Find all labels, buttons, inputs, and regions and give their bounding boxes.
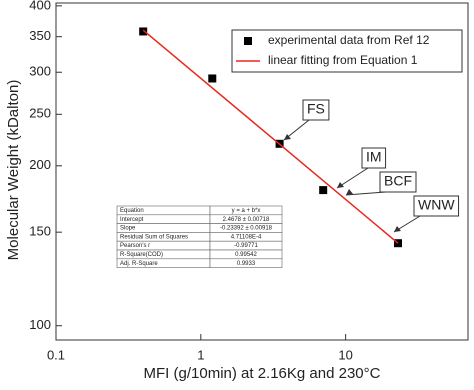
table-text: y = a + b*x bbox=[232, 208, 261, 214]
table-text: 0.99542 bbox=[235, 252, 257, 258]
annotation-arrow bbox=[345, 191, 387, 196]
table-text: -0.23392 ± 0.00918 bbox=[220, 226, 273, 232]
table-text: R-Square(COD) bbox=[120, 252, 163, 258]
table-text: Adj. R-Square bbox=[120, 261, 158, 267]
annotation-label: BCF bbox=[384, 173, 412, 189]
arrow-head bbox=[284, 134, 291, 140]
data-point bbox=[208, 74, 217, 83]
table-text: 2.4678 ± 0.00718 bbox=[223, 217, 270, 223]
table-text: 0.9933 bbox=[237, 261, 256, 267]
table-text: Residual Sum of Squares bbox=[120, 234, 188, 240]
legend-box bbox=[231, 29, 463, 73]
legend-marker bbox=[244, 37, 252, 45]
y-axis-label: Molecular Weight (kDalton) bbox=[5, 80, 22, 261]
table-text: 4.71108E-4 bbox=[231, 234, 262, 240]
y-tick-label: 300 bbox=[29, 64, 51, 79]
y-tick-label: 150 bbox=[29, 224, 51, 239]
table-text: Pearson's r bbox=[120, 243, 150, 249]
table-text: Equation bbox=[120, 208, 144, 214]
data-point bbox=[139, 27, 148, 36]
annotation-label: IM bbox=[366, 149, 382, 165]
y-tick-label: 350 bbox=[29, 28, 51, 43]
arrow-head bbox=[346, 189, 353, 195]
y-tick-label: 100 bbox=[29, 317, 51, 332]
y-tick-label: 250 bbox=[29, 106, 51, 121]
annotation-box bbox=[302, 99, 330, 121]
table-cell bbox=[209, 258, 283, 268]
x-tick-label: 1 bbox=[197, 347, 204, 362]
fit-line bbox=[142, 29, 399, 244]
annotation-box bbox=[379, 171, 417, 193]
y-tick-label: 200 bbox=[29, 157, 51, 172]
arrow-head bbox=[337, 182, 344, 188]
legend-label: experimental data from Ref 12 bbox=[268, 33, 430, 47]
x-tick-label: 10 bbox=[338, 347, 352, 362]
y-tick-label: 400 bbox=[29, 0, 51, 12]
arrow-head bbox=[394, 226, 401, 232]
annotation-label: WNW bbox=[418, 197, 455, 213]
annotation-box bbox=[413, 195, 460, 217]
annotation-box bbox=[361, 147, 387, 169]
legend-label: linear fitting from Equation 1 bbox=[268, 53, 418, 67]
table-text: Slope bbox=[120, 226, 136, 232]
plot-frame bbox=[55, 2, 469, 341]
x-axis-label: MFI (g/10min) at 2.16Kg and 230°C bbox=[144, 365, 381, 382]
x-tick-label: 0.1 bbox=[47, 347, 65, 362]
annotation-label: FS bbox=[307, 101, 325, 117]
table-text: Intercept bbox=[120, 217, 144, 223]
annotation-arrow bbox=[336, 167, 369, 189]
data-point bbox=[319, 186, 328, 195]
table-text: -0.99771 bbox=[234, 243, 258, 249]
